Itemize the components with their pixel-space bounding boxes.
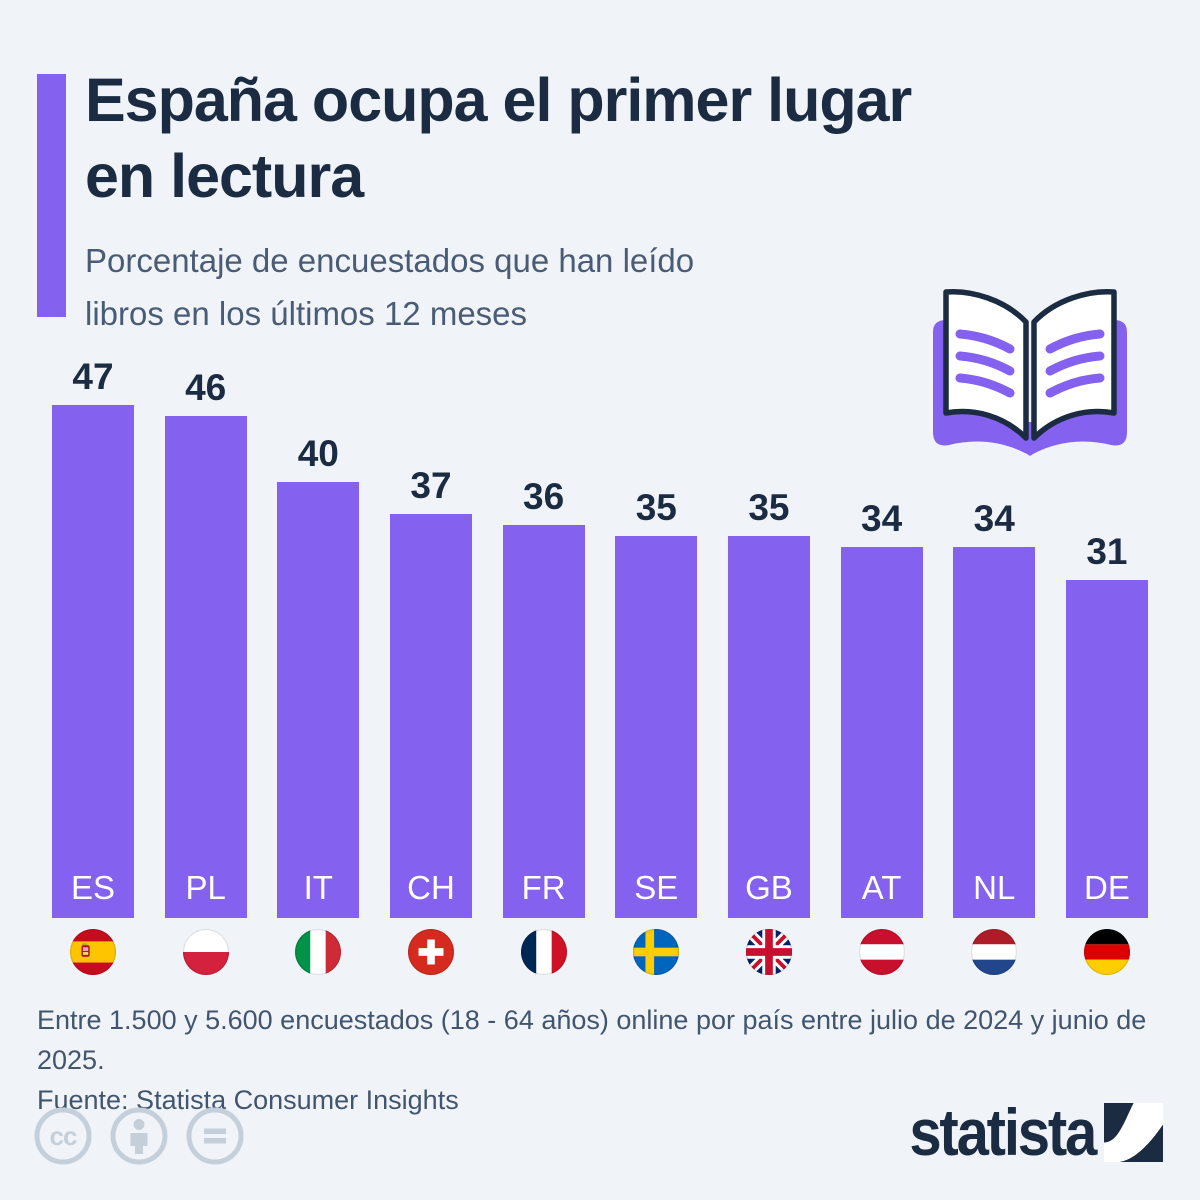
- statista-wordmark: statista: [909, 1095, 1097, 1169]
- bar-value-label: 40: [297, 432, 339, 474]
- bar-country-label: IT: [303, 869, 333, 906]
- bar-value-label: 46: [185, 367, 227, 409]
- bar-value-label: 36: [523, 476, 565, 518]
- pl-flag-icon: [182, 929, 229, 975]
- bar-column: 35 SE: [615, 487, 698, 975]
- bar: NL: [953, 547, 1036, 918]
- bar-column: 36 FR: [502, 476, 585, 975]
- bar-chart: 47 ES 46 PL 40 IT 37 CH 36 FR 35 SE 35 GB 34 AT 34 NL 31 DE: [52, 0, 1148, 975]
- survey-note: Entre 1.500 y 5.600 encuestados (18 - 64…: [37, 1005, 1147, 1075]
- bar-value-label: 47: [72, 356, 114, 398]
- bar-column: 31 DE: [1065, 530, 1148, 975]
- source-note: Fuente: Statista Consumer Insights: [37, 1085, 459, 1115]
- it-flag-icon: [295, 929, 342, 975]
- cc-icon: cc: [33, 1106, 93, 1166]
- page-subtitle-line2: libros en los últimos 12 meses: [85, 295, 528, 332]
- bar: AT: [840, 547, 923, 918]
- bar-column: 40 IT: [277, 432, 360, 975]
- bar-column: 34 AT: [840, 498, 923, 975]
- bar-value-label: 35: [748, 487, 790, 529]
- bar: IT: [277, 481, 360, 918]
- bar-country-label: ES: [70, 869, 116, 906]
- bar-country-label: FR: [521, 869, 566, 906]
- bar: FR: [502, 525, 585, 918]
- ch-flag-icon: [407, 929, 454, 975]
- bar-column: 46 PL: [164, 367, 247, 975]
- bar: PL: [164, 416, 247, 918]
- page-subtitle: Porcentaje de encuestados que han leído …: [85, 234, 945, 340]
- bar: SE: [615, 536, 698, 918]
- svg-text:cc: cc: [50, 1121, 77, 1151]
- bar-value-label: 34: [861, 498, 903, 540]
- equals-icon: [185, 1106, 245, 1166]
- bar-country-label: NL: [973, 869, 1016, 906]
- bar-value-label: 35: [635, 487, 677, 529]
- gb-flag-icon: [745, 929, 792, 975]
- es-flag-icon: [70, 929, 116, 975]
- bar-value-label: 37: [410, 465, 452, 507]
- bar-country-label: AT: [861, 869, 902, 906]
- de-flag-icon: [1083, 929, 1130, 975]
- fr-flag-icon: [520, 929, 567, 975]
- bar: CH: [389, 514, 472, 918]
- bar: GB: [727, 536, 810, 918]
- bar-column: 47 ES: [52, 356, 134, 975]
- page-subtitle-line1: Porcentaje de encuestados que han leído: [85, 242, 695, 279]
- at-flag-icon: [858, 929, 905, 975]
- bar-column: 35 GB: [727, 487, 810, 975]
- bar: ES: [52, 405, 134, 918]
- bar-country-label: PL: [185, 869, 226, 906]
- bar-column: 34 NL: [953, 498, 1036, 975]
- page-title-line1: España ocupa el primer lugar: [85, 66, 912, 134]
- bar-column: 37 CH: [389, 465, 472, 975]
- statista-logo: statista: [884, 1095, 1163, 1169]
- bar-country-label: DE: [1083, 869, 1130, 906]
- se-flag-icon: [633, 929, 680, 975]
- statista-logo-mark-icon: [1104, 1103, 1163, 1162]
- bar: DE: [1065, 579, 1148, 918]
- page-title: España ocupa el primer lugar en lectura: [85, 62, 1145, 214]
- bar-value-label: 31: [1086, 530, 1128, 572]
- license-icons: cc: [33, 1106, 245, 1166]
- bar-value-label: 34: [973, 498, 1015, 540]
- bar-country-label: CH: [407, 869, 455, 906]
- footer-notes: Entre 1.500 y 5.600 encuestados (18 - 64…: [37, 1000, 1177, 1120]
- page-title-line2: en lectura: [85, 142, 364, 210]
- bar-country-label: GB: [745, 869, 793, 906]
- person-icon: [109, 1106, 169, 1166]
- bar-country-label: SE: [634, 869, 679, 906]
- title-accent-bar: [37, 74, 66, 317]
- nl-flag-icon: [971, 929, 1018, 975]
- open-book-icon: [930, 286, 1130, 458]
